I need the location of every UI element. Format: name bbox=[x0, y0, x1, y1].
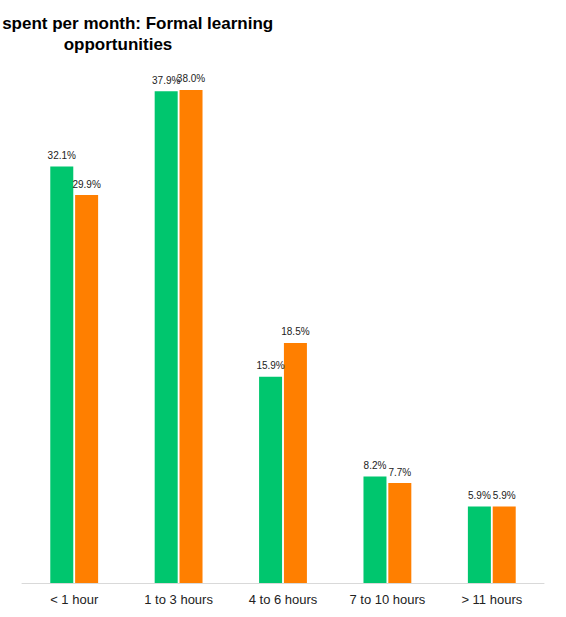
svg-text:7 to 10 hours: 7 to 10 hours bbox=[349, 592, 425, 607]
svg-text:1 to 3 hours: 1 to 3 hours bbox=[144, 592, 213, 607]
svg-text:38.0%: 38.0% bbox=[177, 73, 205, 84]
svg-text:4 to 6 hours: 4 to 6 hours bbox=[249, 592, 318, 607]
svg-text:Time spent per month: Formal l: Time spent per month: Formal learning bbox=[0, 14, 278, 33]
svg-text:> 11 hours: > 11 hours bbox=[461, 592, 522, 607]
svg-text:32.1%: 32.1% bbox=[48, 150, 76, 161]
svg-text:15.9%: 15.9% bbox=[256, 360, 284, 371]
svg-text:5.9%: 5.9% bbox=[493, 490, 516, 501]
svg-text:8.2%: 8.2% bbox=[364, 460, 387, 471]
svg-text:29.9%: 29.9% bbox=[72, 179, 100, 190]
svg-text:18.5%: 18.5% bbox=[281, 326, 309, 337]
svg-text:< 1 hour: < 1 hour bbox=[50, 592, 99, 607]
svg-text:37.9%: 37.9% bbox=[152, 74, 181, 86]
svg-text:7.7%: 7.7% bbox=[388, 467, 411, 478]
svg-text:5.9%: 5.9% bbox=[468, 490, 491, 501]
svg-text:opportunities: opportunities bbox=[64, 35, 173, 54]
